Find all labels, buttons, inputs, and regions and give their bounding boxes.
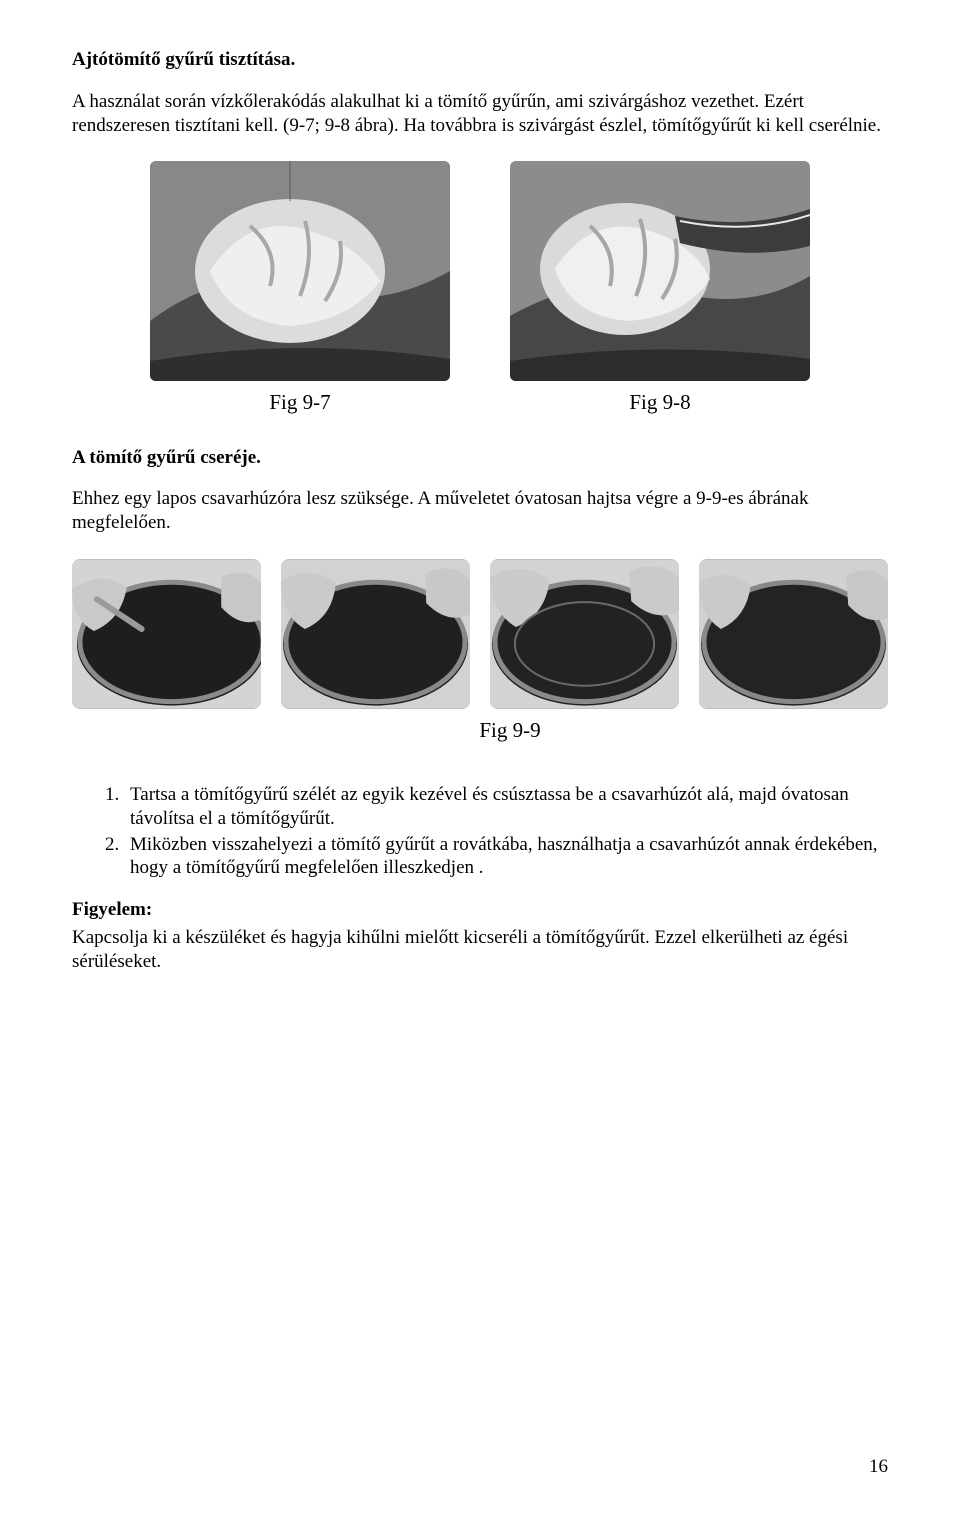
figure-9-9-caption: Fig 9-9 xyxy=(72,717,888,743)
gasket-step3-illustration xyxy=(490,559,679,709)
section1-title: Ajtótömítő gyűrű tisztítása. xyxy=(72,48,888,72)
section1-para: A használat során vízkőlerakódás alakulh… xyxy=(72,90,888,138)
figure-row-9-7-9-8 xyxy=(72,161,888,381)
figure-9-7-caption: Fig 9-7 xyxy=(150,389,450,415)
section2-para: Ehhez egy lapos csavarhúzóra lesz szüksé… xyxy=(72,487,888,535)
gasket-step1-illustration xyxy=(72,559,261,709)
cleaning-cloth-illustration xyxy=(150,161,450,381)
gasket-step4-illustration xyxy=(699,559,888,709)
section2-title: A tömítő gyűrű cseréje. xyxy=(72,446,888,470)
gasket-step2-illustration xyxy=(281,559,470,709)
instruction-list: Tartsa a tömítőgyűrű szélét az egyik kez… xyxy=(72,783,888,880)
figure-9-9a-photo xyxy=(72,559,261,709)
figure-9-9c-photo xyxy=(490,559,679,709)
instruction-item-1: Tartsa a tömítőgyűrű szélét az egyik kez… xyxy=(124,783,888,831)
figure-9-8-photo xyxy=(510,161,810,381)
warning-title: Figyelem: xyxy=(72,898,888,922)
caption-row-a: Fig 9-7 Fig 9-8 xyxy=(72,389,888,415)
figure-9-7-photo xyxy=(150,161,450,381)
figure-9-8-caption: Fig 9-8 xyxy=(510,389,810,415)
figure-row-9-9 xyxy=(72,559,888,709)
page-number: 16 xyxy=(869,1455,888,1479)
instruction-item-2: Miközben visszahelyezi a tömítő gyűrűt a… xyxy=(124,833,888,881)
cleaning-cloth-knife-illustration xyxy=(510,161,810,381)
figure-9-9b-photo xyxy=(281,559,470,709)
warning-para: Kapcsolja ki a készüléket és hagyja kihű… xyxy=(72,926,888,974)
figure-9-9d-photo xyxy=(699,559,888,709)
